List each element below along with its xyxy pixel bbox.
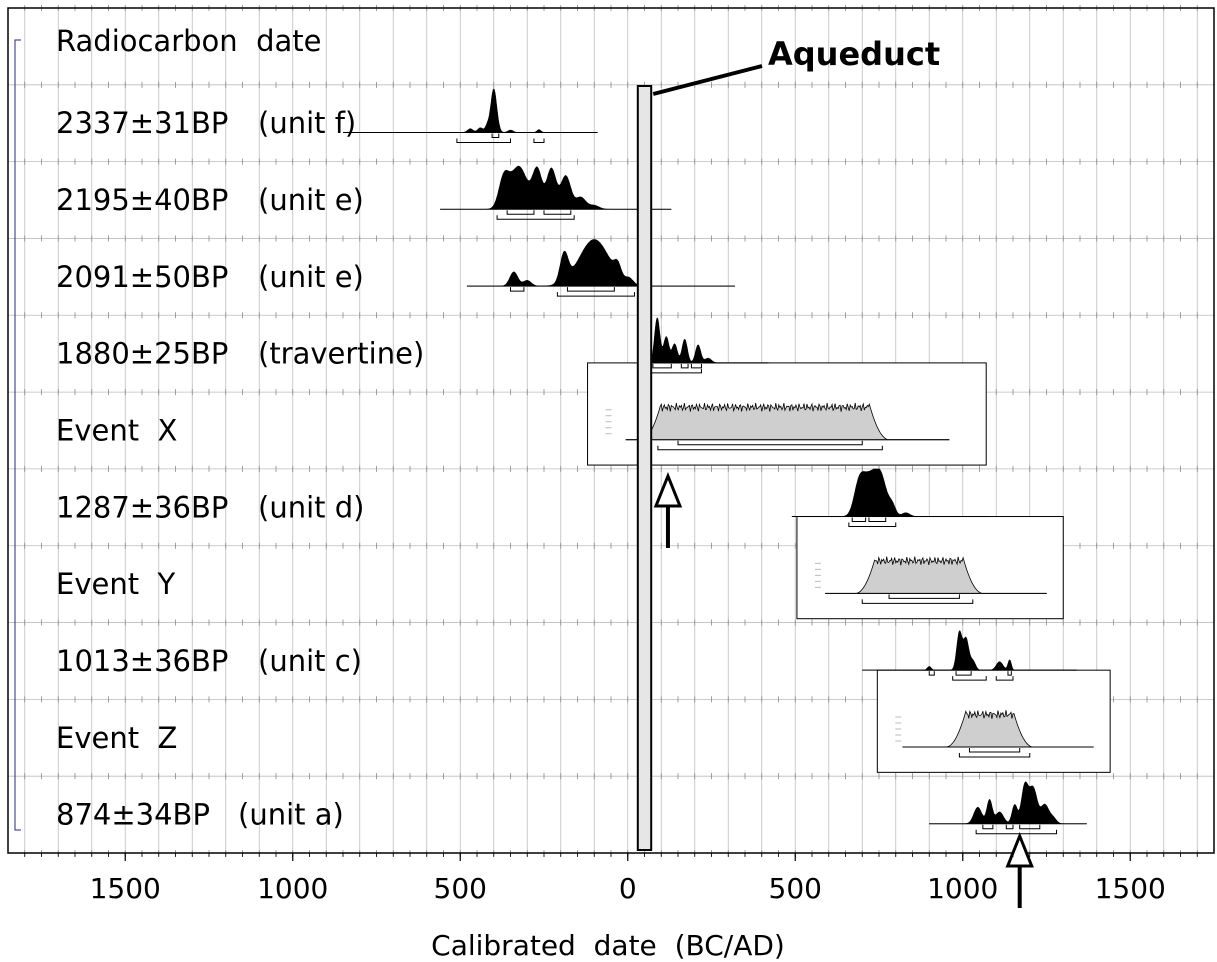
range-bracket-95: [496, 215, 575, 220]
row-date-label: 2091±50BP: [56, 260, 228, 294]
distribution-event-x: [624, 402, 950, 451]
column-header: Radiocarbon date: [56, 24, 322, 58]
x-axis: Calibrated date (BC/AD) 1500 1000 500 0 500 1…: [24, 853, 1198, 962]
range-bracket-68: [955, 671, 972, 676]
arrow-x: [653, 471, 683, 548]
range-bracket-68: [491, 133, 500, 138]
range-bracket-95: [657, 445, 883, 451]
row-labels: Radiocarbon date 2337±31BP (unit f) 2195±4…: [56, 24, 424, 832]
range-bracket-95: [952, 676, 987, 681]
x-tick-label: 1000: [927, 872, 998, 905]
row-date-label: 2337±31BP: [56, 106, 228, 140]
distribution-unit-e-1: [439, 165, 672, 220]
aqueduct-label: Aqueduct: [768, 35, 940, 73]
row-context-label: (unit c): [258, 644, 362, 678]
distribution-unit-f: [342, 88, 598, 143]
probability-distribution: [862, 630, 1077, 671]
row-context-label: (travertine): [258, 337, 424, 371]
x-axis-label: Calibrated date (BC/AD): [431, 929, 785, 962]
row-context-label: (unit e): [258, 183, 364, 217]
range-bracket-68: [851, 517, 867, 523]
range-bracket-68: [868, 517, 887, 523]
x-tick-label: 1500: [90, 872, 161, 905]
range-bracket-68: [690, 363, 702, 369]
distribution-unit-d: [791, 468, 987, 528]
probability-distribution: [647, 317, 769, 364]
row-date-label: 874±34BP: [56, 798, 210, 832]
row-date-label: 2195±40BP: [56, 183, 228, 217]
x-tick-label: 1000: [257, 872, 328, 905]
row-context-label: (unit e): [258, 260, 364, 294]
x-tick-label: 500: [434, 872, 487, 905]
probability-distribution: [342, 88, 598, 133]
range-bracket-68: [888, 594, 960, 599]
distribution-unit-c: [862, 630, 1077, 681]
probability-distribution: [791, 468, 987, 517]
row-date-label: Event Y: [56, 567, 176, 601]
x-tick-label: 0: [619, 872, 637, 905]
range-bracket-95: [456, 138, 511, 143]
row-date-label: Event Z: [56, 721, 177, 755]
left-bracket: [14, 39, 21, 831]
range-bracket-68: [543, 210, 572, 215]
range-bracket-95: [848, 522, 897, 528]
arrow-z: [1005, 831, 1034, 908]
range-bracket-68: [510, 287, 525, 292]
row-date-label: Event X: [56, 414, 177, 448]
range-bracket-68: [1005, 824, 1014, 830]
range-bracket-68: [1007, 671, 1012, 676]
distribution-unit-e-2: [466, 239, 736, 297]
row-context-label: (unit f): [258, 106, 356, 140]
distribution-event-y: [825, 555, 1047, 604]
range-bracket-68: [968, 747, 1021, 753]
range-bracket-95: [861, 599, 974, 604]
arrow-head: [1005, 831, 1034, 868]
aqueduct-bar: [636, 85, 653, 851]
range-bracket-68: [982, 824, 994, 830]
event-markers: [653, 471, 1034, 908]
range-bracket-95: [975, 829, 1058, 835]
row-date-label: 1013±36BP: [56, 644, 228, 678]
row-date-label: 1287±36BP: [56, 490, 228, 524]
distribution-unit-a: [929, 781, 1087, 835]
range-bracket-95: [995, 676, 1014, 681]
range-bracket-95: [556, 292, 635, 297]
distributions: [342, 88, 1094, 835]
range-bracket-68: [677, 440, 863, 446]
range-bracket-68: [652, 363, 672, 369]
range-bracket-68: [928, 671, 935, 676]
aqueduct-group: Aqueduct: [636, 35, 940, 851]
range-bracket-68: [680, 363, 689, 369]
range-bracket-68: [566, 287, 615, 292]
range-bracket-68: [1019, 824, 1041, 830]
aqueduct-leader-line: [652, 64, 763, 96]
event-inset-frame: [796, 516, 1064, 620]
row-date-label: 1880±25BP: [56, 337, 228, 371]
row-context-label: (unit a): [238, 798, 344, 832]
range-bracket-68: [506, 210, 535, 215]
range-bracket-95: [958, 752, 1031, 758]
distribution-event-z: [902, 710, 1094, 758]
probability-distribution: [439, 165, 672, 210]
arrow-head: [653, 471, 683, 508]
x-tick-label: 500: [769, 872, 822, 905]
x-tick-label: 1500: [1095, 872, 1166, 905]
row-context-label: (unit d): [258, 490, 364, 524]
range-bracket-95: [533, 138, 545, 143]
